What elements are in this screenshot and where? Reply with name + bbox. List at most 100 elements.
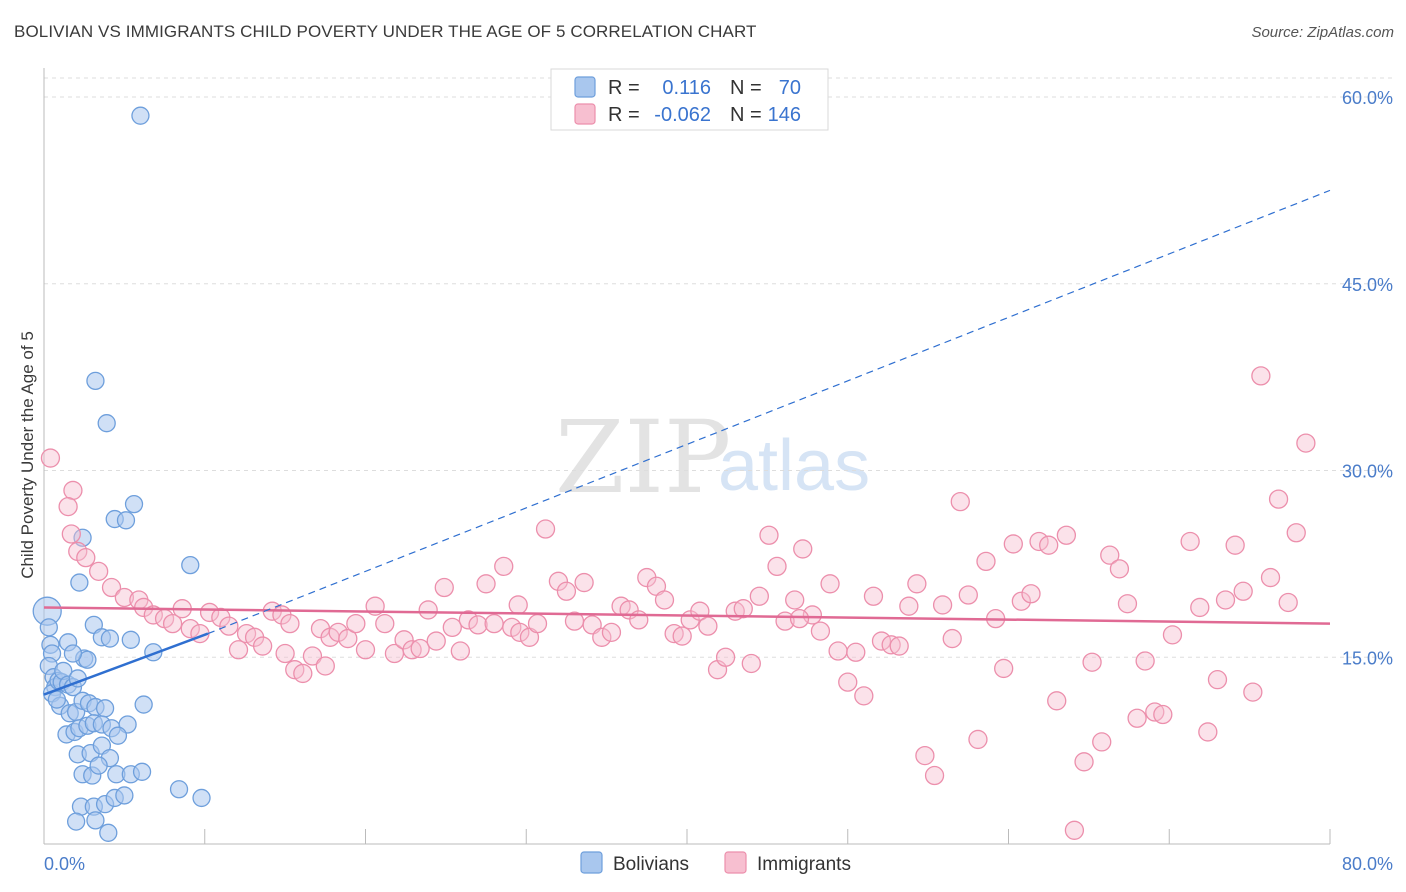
immigrants-point	[548, 571, 569, 591]
immigrants-point	[302, 646, 323, 666]
immigrants-point	[199, 602, 220, 623]
immigrants-point	[950, 491, 970, 512]
bolivians-point	[134, 695, 153, 714]
immigrants-point	[1074, 752, 1094, 772]
bottom-legend: Bolivians Immigrants	[580, 851, 851, 875]
immigrants-point	[510, 622, 530, 642]
immigrants-point	[1064, 820, 1085, 840]
immigrants-point	[838, 672, 858, 692]
immigrants-point	[1092, 732, 1112, 752]
immigrants-point	[458, 610, 479, 630]
legend-n-label-bolivians: N =	[730, 77, 762, 99]
immigrants-point	[1251, 366, 1271, 386]
immigrants-point	[219, 616, 239, 636]
immigrants-point	[1011, 591, 1032, 611]
bolivians-point	[99, 823, 118, 842]
immigrants-point	[846, 642, 866, 662]
immigrants-point	[494, 556, 514, 577]
source-label: Source: ZipAtlas.com	[1251, 24, 1394, 41]
immigrants-point	[1243, 682, 1263, 702]
watermark-zip: ZIP	[555, 399, 731, 516]
grid	[44, 77, 1392, 658]
immigrants-point	[924, 765, 945, 786]
immigrants-point	[810, 621, 831, 641]
immigrants-point	[1286, 523, 1306, 543]
immigrants-point	[1215, 590, 1236, 610]
immigrants-point	[1047, 691, 1067, 711]
immigrants-point	[672, 626, 692, 646]
legend-n-value-immigrants: 146	[768, 104, 801, 126]
immigrants-point	[1268, 489, 1289, 509]
y-tick-label: 60.0%	[1342, 88, 1393, 108]
chart-title: BOLIVIAN VS IMMIGRANTS CHILD POVERTY UND…	[14, 22, 757, 41]
y-axis-label: Child Poverty Under the Age of 5	[18, 331, 37, 579]
y-tick-label: 45.0%	[1342, 275, 1393, 295]
immigrants-point	[76, 548, 96, 568]
immigrants-point	[881, 635, 901, 655]
immigrants-point	[907, 574, 927, 594]
axes	[43, 68, 1331, 845]
immigrants-point	[89, 561, 109, 581]
immigrants-point	[629, 610, 649, 630]
immigrants-point	[1056, 525, 1077, 545]
immigrants-point	[162, 613, 183, 634]
legend-n-label-immigrants: N =	[730, 104, 762, 126]
bolivians-point	[132, 762, 152, 781]
immigrants-point	[1082, 652, 1102, 672]
immigrants-point	[63, 480, 83, 501]
immigrants-point	[442, 617, 462, 638]
immigrants-point	[1162, 625, 1183, 645]
immigrants-point	[789, 609, 810, 629]
immigrants-point	[114, 587, 135, 608]
bolivians-point	[108, 726, 128, 745]
immigrants-point	[535, 519, 556, 539]
immigrants-point	[733, 599, 753, 619]
immigrants-point	[418, 600, 438, 620]
immigrants-point	[1190, 597, 1210, 618]
immigrants-point	[942, 628, 962, 649]
immigrants-point	[994, 658, 1014, 679]
bolivians-point	[131, 106, 150, 125]
immigrants-point	[252, 636, 273, 656]
immigrants-point	[61, 524, 81, 544]
bolivians-point	[47, 690, 67, 709]
immigrants-point	[1039, 535, 1059, 555]
immigrants-point	[759, 525, 779, 545]
immigrants-point	[976, 551, 996, 572]
bolivians-point	[124, 494, 144, 514]
immigrants-point	[1153, 704, 1173, 725]
bolivians-trendline-extension	[207, 189, 1331, 635]
immigrants-point	[143, 605, 163, 625]
immigrants-point	[828, 641, 848, 661]
immigrants-point	[863, 586, 884, 606]
bolivians-point	[70, 573, 89, 592]
immigrants-point	[1260, 567, 1281, 588]
bolivians-point	[67, 812, 86, 831]
bolivians-point	[39, 618, 58, 637]
immigrants-point	[346, 613, 366, 634]
immigrants-trendline	[43, 606, 1331, 625]
bolivians-point	[89, 756, 108, 775]
immigrants-point	[601, 622, 622, 642]
bolivians-point	[121, 630, 140, 649]
immigrants-point	[1117, 594, 1138, 614]
immigrants-point	[338, 628, 358, 649]
ticks: 15.0% 30.0% 45.0% 60.0% 0.0% 80.0%	[44, 88, 1393, 874]
legend-r-label-immigrants: R =	[608, 104, 640, 126]
immigrants-point	[1021, 584, 1041, 604]
immigrants-point	[1109, 559, 1130, 579]
bolivians-point	[115, 786, 134, 805]
immigrants-point	[793, 539, 813, 559]
immigrants-point	[767, 556, 787, 577]
immigrants-point	[58, 496, 78, 517]
immigrants-point	[749, 586, 769, 606]
legend-r-value-bolivians: 0.116	[662, 77, 711, 99]
immigrants-point	[899, 596, 919, 616]
immigrants-point	[1127, 708, 1147, 728]
immigrants-point	[355, 640, 376, 660]
immigrants-points	[40, 366, 1316, 840]
immigrants-point	[484, 613, 504, 634]
immigrants-point	[958, 585, 978, 605]
legend-box	[550, 68, 829, 131]
immigrants-point	[1100, 545, 1120, 565]
